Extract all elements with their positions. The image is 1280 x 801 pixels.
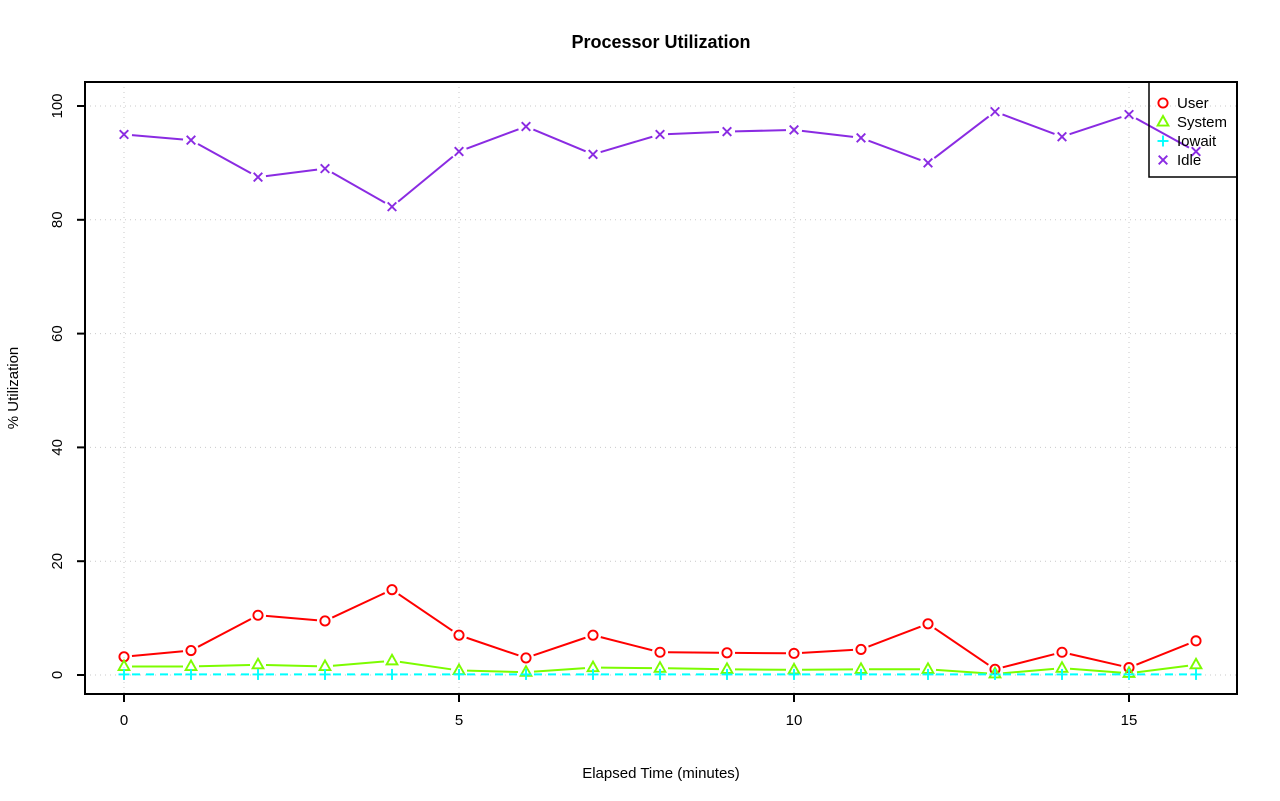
series-segment (331, 592, 386, 619)
legend-item-iowait: Iowait (1157, 133, 1217, 150)
series-segment (934, 627, 989, 666)
series-segment (600, 135, 653, 154)
series-segment (1069, 653, 1122, 667)
y-tick-label: 80 (49, 211, 66, 228)
series-segment (1002, 113, 1055, 135)
legend-item-user: User (1157, 95, 1209, 112)
series-segment (331, 171, 386, 204)
legend-item-system: System (1155, 114, 1227, 131)
x-axis-label: Elapsed Time (minutes) (582, 765, 740, 782)
series-idle (119, 106, 1201, 212)
x-tick-label: 10 (786, 712, 803, 729)
series-segment (667, 667, 720, 671)
x-tick-label: 0 (120, 712, 128, 729)
y-tick-label: 60 (49, 325, 66, 342)
data-series (116, 106, 1204, 680)
series-segment (1136, 642, 1189, 666)
series-iowait (118, 668, 1202, 680)
series-segment (466, 636, 519, 657)
y-tick-label: 40 (49, 439, 66, 456)
legend-box (1148, 81, 1238, 178)
series-segment (265, 614, 318, 622)
series-segment (868, 625, 921, 648)
y-tick-label: 100 (49, 93, 66, 118)
series-segment (600, 636, 653, 652)
x-tick-label: 5 (455, 712, 463, 729)
series-segment (533, 667, 586, 673)
y-axis-label: % Utilization (5, 347, 22, 430)
series-segment (1069, 667, 1122, 674)
series-segment (801, 129, 854, 138)
chart-title: Processor Utilization (571, 32, 750, 52)
legend: User System Iowait Idle (1148, 81, 1238, 178)
series-segment (1135, 117, 1190, 149)
series-segment (1002, 653, 1055, 669)
series-segment (667, 130, 720, 136)
series-segment (1002, 667, 1055, 675)
series-segment (198, 663, 251, 668)
series-segment (533, 128, 586, 153)
series-segment (399, 660, 452, 671)
series-segment (197, 143, 252, 175)
legend-item-idle: Idle (1158, 152, 1201, 169)
legend-item-label: User (1177, 95, 1209, 112)
series-segment (935, 668, 988, 675)
series-segment (397, 155, 454, 203)
axes: 0 5 10 15 0 20 40 60 80 100 (49, 81, 1238, 729)
series-segment (533, 636, 586, 657)
legend-item-label: System (1177, 114, 1227, 131)
series-segment (131, 650, 184, 658)
gridlines (85, 82, 1237, 694)
series-segment (868, 139, 921, 162)
series-segment (131, 134, 184, 141)
series-segment (265, 663, 318, 668)
series-segment (265, 168, 318, 178)
series-segment (734, 129, 787, 133)
series-segment (801, 648, 854, 654)
series-segment (398, 593, 453, 632)
y-tick-label: 20 (49, 553, 66, 570)
series-user (118, 584, 1202, 675)
series-segment (466, 128, 519, 150)
series-segment (332, 660, 385, 667)
series-segment (1069, 116, 1122, 136)
series-segment (466, 669, 519, 673)
legend-item-label: Iowait (1177, 133, 1217, 150)
legend-item-label: Idle (1177, 152, 1201, 169)
x-tick-label: 15 (1121, 712, 1138, 729)
y-tick-label: 0 (49, 671, 66, 679)
plot-border (84, 81, 1238, 695)
series-segment (933, 115, 990, 159)
series-segment (197, 618, 252, 648)
series-segment (1136, 664, 1189, 674)
